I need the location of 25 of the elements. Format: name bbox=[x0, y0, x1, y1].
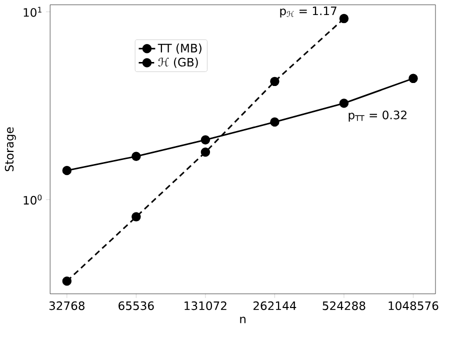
point bbox=[200, 135, 210, 144]
annotation: p$_{TT}$ = 0.32 bbox=[348, 110, 406, 122]
point bbox=[132, 212, 141, 222]
x-tick-label: 262144 bbox=[253, 301, 296, 310]
point bbox=[339, 98, 349, 108]
y-tick-label: 10$^{0}$ bbox=[24, 194, 42, 205]
y-tick-label: 10$^{1}$ bbox=[24, 6, 42, 17]
x-tick-label: 65536 bbox=[118, 301, 154, 310]
x-axis-title: n bbox=[240, 316, 246, 324]
point bbox=[62, 166, 72, 176]
point bbox=[270, 117, 280, 127]
legend-label: ℋ (GB) bbox=[158, 58, 198, 68]
x-tick-label: 524288 bbox=[322, 301, 366, 310]
x-tick-label: 131072 bbox=[184, 301, 226, 310]
point bbox=[62, 276, 72, 286]
point bbox=[408, 74, 418, 84]
point bbox=[132, 152, 141, 161]
y-axis-title: Storage bbox=[4, 127, 16, 172]
point bbox=[200, 147, 210, 157]
legend-label: TT (MB) bbox=[158, 44, 202, 54]
x-tick-label: 32768 bbox=[49, 301, 84, 310]
annotation: p$_{ℋ}$ = 1.17 bbox=[280, 6, 336, 18]
x-tick-label: 1048576 bbox=[388, 301, 438, 310]
point bbox=[339, 14, 349, 24]
point bbox=[270, 76, 280, 86]
